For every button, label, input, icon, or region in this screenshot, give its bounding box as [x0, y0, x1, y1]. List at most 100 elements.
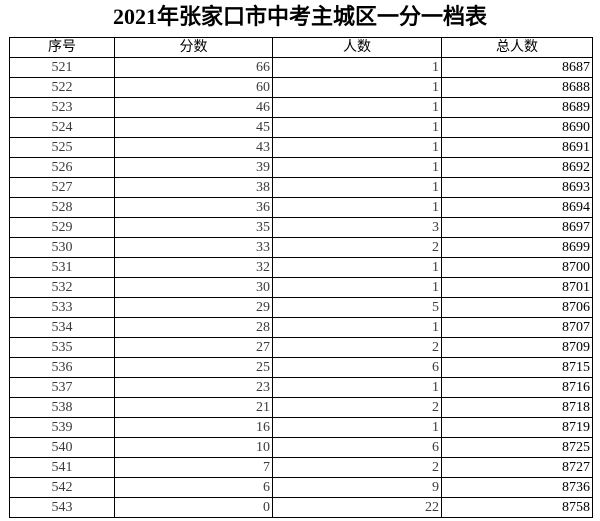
table-header: 序号 分数 人数 总人数 [9, 37, 593, 58]
cell-count: 1 [272, 277, 442, 298]
cell-total: 8719 [441, 417, 593, 438]
table-row: 543 0 22 8758 [9, 497, 593, 518]
cell-count: 1 [272, 417, 442, 438]
cell-count: 1 [272, 177, 442, 198]
cell-total: 8758 [441, 497, 593, 518]
table-row: 534 28 1 8707 [9, 317, 593, 338]
table-header-row: 序号 分数 人数 总人数 [9, 37, 593, 58]
cell-seq: 531 [9, 257, 115, 278]
cell-seq: 534 [9, 317, 115, 338]
cell-score: 32 [114, 257, 273, 278]
cell-seq: 540 [9, 437, 115, 458]
table-row: 536 25 6 8715 [9, 357, 593, 378]
table-row: 526 39 1 8692 [9, 157, 593, 178]
column-header-score: 分数 [114, 37, 273, 58]
column-header-seq: 序号 [9, 37, 115, 58]
table-row: 522 60 1 8688 [9, 77, 593, 98]
table-row: 528 36 1 8694 [9, 197, 593, 218]
cell-score: 39 [114, 157, 273, 178]
cell-count: 9 [272, 477, 442, 498]
cell-count: 2 [272, 457, 442, 478]
table-row: 533 29 5 8706 [9, 297, 593, 318]
cell-seq: 532 [9, 277, 115, 298]
table-row: 531 32 1 8700 [9, 257, 593, 278]
cell-total: 8691 [441, 137, 593, 158]
cell-total: 8718 [441, 397, 593, 418]
cell-score: 25 [114, 357, 273, 378]
cell-total: 8727 [441, 457, 593, 478]
cell-total: 8707 [441, 317, 593, 338]
cell-score: 6 [114, 477, 273, 498]
cell-seq: 542 [9, 477, 115, 498]
cell-seq: 524 [9, 117, 115, 138]
cell-total: 8690 [441, 117, 593, 138]
cell-seq: 530 [9, 237, 115, 258]
cell-count: 1 [272, 377, 442, 398]
table-row: 542 6 9 8736 [9, 477, 593, 498]
cell-seq: 537 [9, 377, 115, 398]
cell-seq: 543 [9, 497, 115, 518]
cell-score: 35 [114, 217, 273, 238]
table-row: 525 43 1 8691 [9, 137, 593, 158]
cell-seq: 528 [9, 197, 115, 218]
table-row: 521 66 1 8687 [9, 57, 593, 78]
cell-score: 60 [114, 77, 273, 98]
cell-count: 1 [272, 77, 442, 98]
cell-total: 8693 [441, 177, 593, 198]
cell-seq: 541 [9, 457, 115, 478]
cell-count: 2 [272, 337, 442, 358]
cell-score: 21 [114, 397, 273, 418]
table-row: 537 23 1 8716 [9, 377, 593, 398]
table-row: 535 27 2 8709 [9, 337, 593, 358]
cell-total: 8736 [441, 477, 593, 498]
cell-count: 1 [272, 57, 442, 78]
cell-seq: 522 [9, 77, 115, 98]
cell-total: 8689 [441, 97, 593, 118]
cell-total: 8715 [441, 357, 593, 378]
column-header-count: 人数 [272, 37, 442, 58]
cell-total: 8706 [441, 297, 593, 318]
cell-score: 30 [114, 277, 273, 298]
cell-score: 28 [114, 317, 273, 338]
cell-score: 36 [114, 197, 273, 218]
cell-score: 23 [114, 377, 273, 398]
cell-seq: 521 [9, 57, 115, 78]
cell-count: 2 [272, 397, 442, 418]
cell-seq: 525 [9, 137, 115, 158]
cell-count: 3 [272, 217, 442, 238]
table-row: 529 35 3 8697 [9, 217, 593, 238]
table-row: 540 10 6 8725 [9, 437, 593, 458]
cell-score: 29 [114, 297, 273, 318]
cell-count: 5 [272, 297, 442, 318]
table-body: 521 66 1 8687 522 60 1 8688 523 46 1 8689 524 45 1 8690… [9, 57, 593, 518]
table-row: 539 16 1 8719 [9, 417, 593, 438]
cell-seq: 535 [9, 337, 115, 358]
cell-seq: 529 [9, 217, 115, 238]
cell-count: 1 [272, 137, 442, 158]
table-row: 523 46 1 8689 [9, 97, 593, 118]
cell-count: 2 [272, 237, 442, 258]
cell-total: 8688 [441, 77, 593, 98]
cell-score: 66 [114, 57, 273, 78]
cell-score: 43 [114, 137, 273, 158]
cell-seq: 536 [9, 357, 115, 378]
column-header-total: 总人数 [441, 37, 593, 58]
cell-total: 8694 [441, 197, 593, 218]
score-distribution-table-container: 序号 分数 人数 总人数 521 66 1 8687 522 60 1 8688 523 46 1 8… [9, 37, 593, 518]
cell-score: 33 [114, 237, 273, 258]
cell-count: 6 [272, 357, 442, 378]
cell-seq: 533 [9, 297, 115, 318]
cell-total: 8701 [441, 277, 593, 298]
cell-score: 7 [114, 457, 273, 478]
cell-count: 22 [272, 497, 442, 518]
cell-count: 1 [272, 197, 442, 218]
cell-total: 8700 [441, 257, 593, 278]
page-title: 2021年张家口市中考主城区一分一档表 [112, 4, 487, 29]
cell-score: 10 [114, 437, 273, 458]
cell-score: 45 [114, 117, 273, 138]
cell-total: 8725 [441, 437, 593, 458]
table-row: 524 45 1 8690 [9, 117, 593, 138]
cell-seq: 538 [9, 397, 115, 418]
cell-total: 8692 [441, 157, 593, 178]
